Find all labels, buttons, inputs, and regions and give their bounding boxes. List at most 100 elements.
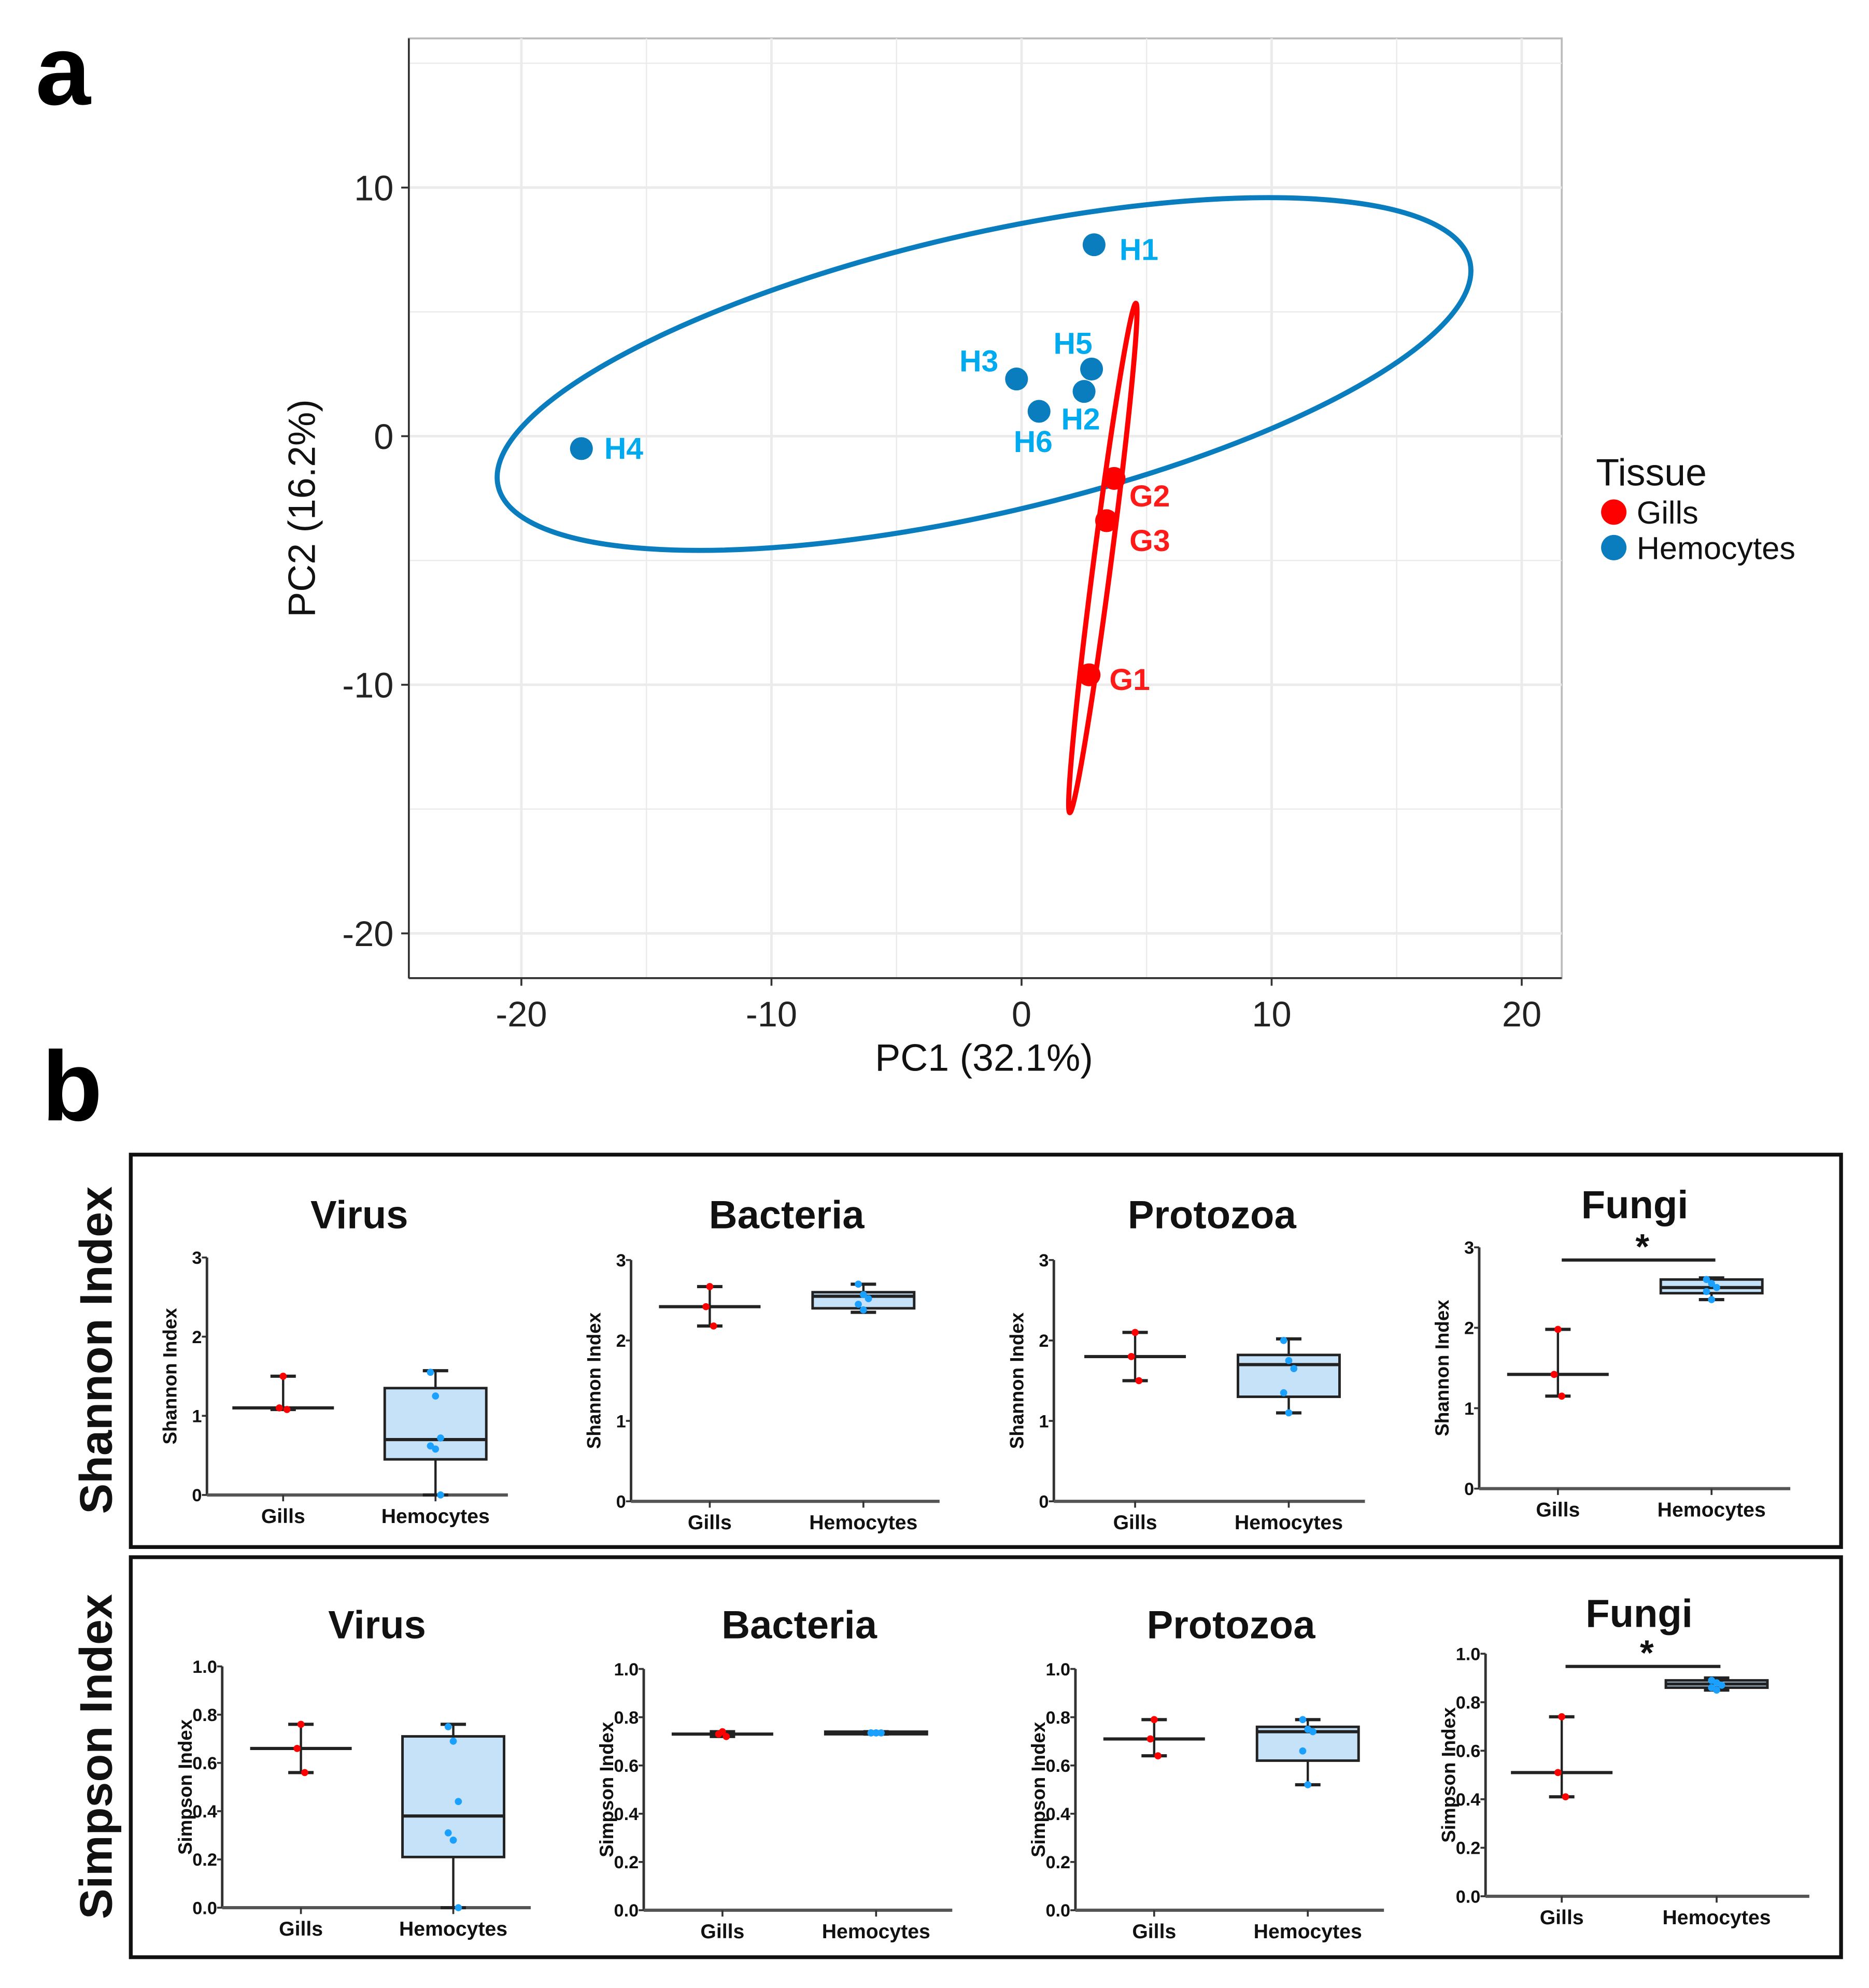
y-tick-label: 0.0 bbox=[1456, 1887, 1481, 1907]
point-h2 bbox=[1072, 380, 1096, 403]
gills-point bbox=[276, 1404, 283, 1412]
x-tick-label: Gills bbox=[1540, 1907, 1584, 1929]
hemocytes-point bbox=[1290, 1365, 1298, 1373]
hemocytes-point bbox=[1718, 1682, 1725, 1689]
gills-point bbox=[1154, 1752, 1162, 1759]
panel-title: Protozoa bbox=[1147, 1603, 1316, 1647]
hemocytes-point bbox=[449, 1738, 457, 1745]
hemocytes-point bbox=[437, 1434, 444, 1442]
box-panel-simpson-bacteria: Bacteria 0.0 0.2 0.4 0.6 0.8 1.0 Simpson Index G… bbox=[596, 1603, 953, 1943]
y-tick-label: 0 bbox=[192, 1486, 202, 1505]
point-label: H1 bbox=[1120, 233, 1158, 267]
y-tick-label: 0 bbox=[1039, 1492, 1049, 1512]
y-tick-label: 0.8 bbox=[614, 1708, 639, 1728]
x-tick-label: Gills bbox=[261, 1505, 305, 1528]
y-tick-label: 0.8 bbox=[192, 1705, 217, 1725]
box-panel-simpson-protozoa: Protozoa 0.0 0.2 0.4 0.6 0.8 1.0 Simpson Index G… bbox=[1028, 1603, 1384, 1943]
point-h4 bbox=[570, 437, 593, 460]
y-tick-label: 1.0 bbox=[1045, 1660, 1070, 1680]
panel-letter-b: b bbox=[42, 1031, 103, 1141]
box-panel-shannon-protozoa: Protozoa 0 1 2 3 Shannon Index Gills Hemocytes bbox=[1006, 1193, 1365, 1534]
hemocytes-point bbox=[855, 1280, 862, 1288]
y-tick-label: 1 bbox=[192, 1406, 202, 1426]
hemocytes-point bbox=[1708, 1296, 1716, 1303]
x-tick-label: 20 bbox=[1502, 994, 1541, 1034]
gills-point bbox=[1554, 1326, 1562, 1333]
y-tick-label: 0.4 bbox=[1045, 1804, 1070, 1824]
y-tick-label: 0.2 bbox=[1045, 1853, 1070, 1872]
y-tick-label: 0.2 bbox=[1456, 1839, 1481, 1858]
y-axis-label: Shannon Index bbox=[1006, 1312, 1027, 1449]
y-axis-label: Simpson Index bbox=[1028, 1722, 1049, 1857]
hemocytes-point bbox=[432, 1445, 440, 1453]
y-tick-label: 0.6 bbox=[1456, 1742, 1481, 1761]
legend-label: Hemocytes bbox=[1637, 530, 1795, 566]
x-axis-label: PC1 (32.1%) bbox=[875, 1036, 1093, 1079]
point-g1 bbox=[1078, 663, 1101, 686]
y-axis-label: Shannon Index bbox=[160, 1308, 181, 1445]
gills-point bbox=[710, 1322, 717, 1330]
box-panel-shannon-virus: Virus 0 1 2 3 Shannon Index Gills Hemocytes bbox=[160, 1193, 508, 1528]
hemocytes-point bbox=[1708, 1280, 1716, 1287]
hemocytes-point bbox=[455, 1798, 462, 1806]
y-tick-label: 3 bbox=[1464, 1238, 1474, 1258]
hemocytes-point bbox=[444, 1829, 452, 1837]
panel-title: Fungi bbox=[1585, 1592, 1693, 1636]
y-tick-label: 0 bbox=[1464, 1479, 1474, 1499]
y-tick-label: 1.0 bbox=[614, 1660, 639, 1680]
row-label-shannon: Shannon Index bbox=[70, 1187, 122, 1514]
x-tick-label: Gills bbox=[1536, 1499, 1580, 1521]
hemocytes-point bbox=[855, 1301, 862, 1308]
gills-point bbox=[1150, 1716, 1158, 1724]
hemocytes-point bbox=[1713, 1686, 1720, 1694]
point-label: H3 bbox=[959, 344, 998, 378]
x-tick-label: Hemocytes bbox=[1254, 1921, 1362, 1943]
x-tick-label: Hemocytes bbox=[399, 1918, 507, 1940]
panel-letter-a: a bbox=[36, 15, 92, 125]
y-tick-label: 0.2 bbox=[192, 1850, 217, 1870]
gills-point bbox=[301, 1769, 308, 1776]
hemocytes-point bbox=[1299, 1747, 1307, 1755]
hemocytes-point bbox=[427, 1369, 434, 1376]
y-tick-label: 2 bbox=[1464, 1319, 1474, 1338]
y-tick-label: 0 bbox=[374, 417, 393, 457]
point-h6 bbox=[1027, 400, 1051, 423]
y-tick-label: 1 bbox=[1039, 1412, 1049, 1431]
hemocytes-point bbox=[1299, 1716, 1307, 1724]
point-label: G2 bbox=[1129, 480, 1170, 513]
point-label: H2 bbox=[1061, 403, 1100, 436]
hemocytes-point bbox=[1713, 1284, 1720, 1291]
hemocytes-point bbox=[859, 1291, 867, 1299]
legend-marker-hemocytes bbox=[1601, 534, 1627, 560]
y-tick-label: 1.0 bbox=[1456, 1644, 1481, 1664]
gills-point bbox=[702, 1303, 710, 1310]
x-tick-label: -10 bbox=[746, 994, 797, 1034]
y-tick-label: 2 bbox=[192, 1328, 202, 1347]
hemocytes-point bbox=[1309, 1728, 1316, 1736]
y-axis-label: PC2 (16.2%) bbox=[280, 399, 323, 617]
hemocytes-point bbox=[449, 1836, 457, 1844]
y-tick-label: 0 bbox=[616, 1492, 626, 1512]
gills-point bbox=[1558, 1713, 1566, 1721]
y-tick-label: 0.6 bbox=[192, 1754, 217, 1773]
y-tick-label: 0.4 bbox=[614, 1804, 639, 1824]
hemocytes-point bbox=[427, 1442, 434, 1450]
x-tick-label: Gills bbox=[279, 1918, 323, 1940]
hemocytes-point bbox=[1285, 1357, 1293, 1364]
y-tick-label: 0.4 bbox=[192, 1802, 217, 1822]
legend-title: Tissue bbox=[1596, 450, 1707, 494]
y-tick-label: 10 bbox=[354, 168, 393, 208]
x-tick-label: Hemocytes bbox=[822, 1921, 930, 1943]
box-panel-simpson-fungi: Fungi 0.0 0.2 0.4 0.6 0.8 1.0 Simpson Index Gill… bbox=[1438, 1592, 1809, 1929]
gills-point bbox=[1554, 1769, 1562, 1776]
y-axis-label: Simpson Index bbox=[1438, 1707, 1459, 1843]
x-tick-label: 10 bbox=[1252, 994, 1291, 1034]
plot-area bbox=[407, 37, 1563, 979]
pca-plot: -20 -10 0 10 20 -20 -10 0 10 PC1 (32.1%) PC2 (16.2… bbox=[280, 37, 1795, 1079]
y-tick-label: 3 bbox=[616, 1251, 626, 1271]
shannon-row-frame bbox=[129, 1152, 1843, 1549]
panel-title: Protozoa bbox=[1128, 1193, 1297, 1237]
y-tick-label: -10 bbox=[342, 665, 393, 705]
y-tick-label: 0.0 bbox=[192, 1898, 217, 1918]
